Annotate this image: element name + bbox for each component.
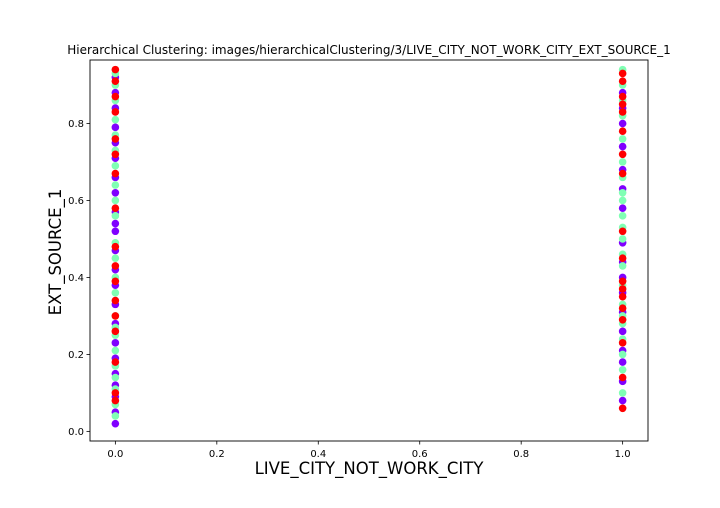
cluster-0-point (618, 142, 627, 151)
cluster-1-point (111, 181, 120, 189)
cluster-1-point (618, 158, 627, 166)
cluster-2-point (111, 135, 120, 143)
cluster-2-point (111, 150, 120, 159)
cluster-2-point (618, 373, 627, 382)
cluster-1-point (111, 196, 120, 205)
cluster-0-point (111, 227, 120, 236)
cluster-1-point (618, 350, 627, 359)
cluster-0-point (618, 119, 627, 128)
cluster-0-point (618, 396, 627, 405)
cluster-2-point (618, 127, 627, 135)
cluster-1-point (618, 389, 627, 397)
cluster-2-point (111, 396, 120, 405)
axes-spines (89, 59, 649, 442)
cluster-1-point (111, 289, 120, 297)
cluster-1-point (111, 412, 120, 420)
cluster-0-point (618, 204, 627, 212)
x-tick-label: 0.6 (412, 449, 428, 460)
y-tick-label: 0.0 (68, 427, 84, 438)
cluster-2-point (618, 315, 627, 324)
y-axis-label: EXT_SOURCE_1 (46, 189, 66, 316)
cluster-0-point (111, 123, 120, 132)
cluster-2-point (111, 65, 120, 74)
cluster-1-point (618, 262, 627, 270)
cluster-2-point (111, 389, 120, 397)
cluster-1-point (111, 346, 120, 355)
cluster-2-point (111, 242, 120, 251)
cluster-1-point (111, 373, 120, 382)
cluster-2-point (618, 92, 627, 101)
cluster-2-point (618, 285, 627, 293)
y-axis-ticks: 0.0 0.2 0.4 0.6 0.8 (68, 119, 90, 438)
x-tick-label: 0.8 (513, 449, 529, 460)
cluster-1-point (618, 235, 627, 243)
cluster-2-point (111, 262, 120, 270)
cluster-2-point (618, 292, 627, 301)
cluster-1-point (111, 115, 120, 124)
y-tick-label: 0.8 (68, 119, 84, 130)
cluster-2-point (618, 277, 627, 286)
cluster-2-point (618, 227, 627, 236)
cluster-0-point (111, 188, 120, 197)
cluster-2-point (618, 100, 627, 109)
plot-area (90, 60, 648, 441)
cluster-2-point (618, 108, 627, 116)
cluster-1-point (111, 162, 120, 170)
cluster-1-point (618, 188, 627, 197)
cluster-0-point (111, 339, 120, 347)
cluster-1-point (618, 212, 627, 220)
cluster-2-point (111, 296, 120, 305)
cluster-0-point (618, 327, 627, 336)
cluster-2-point (618, 150, 627, 159)
x-tick-label: 0.2 (209, 449, 225, 460)
x-tick-label: 0.4 (310, 449, 326, 460)
cluster-2-point (111, 92, 120, 101)
cluster-2-point (618, 69, 627, 78)
cluster-2-point (111, 108, 120, 116)
cluster-2-point (618, 77, 627, 85)
cluster-2-point (111, 358, 120, 366)
cluster-2-point (618, 254, 627, 262)
x-tick-label: 0.0 (107, 449, 123, 460)
x-axis-label: LIVE_CITY_NOT_WORK_CITY (255, 459, 485, 479)
cluster-0-point (618, 358, 627, 366)
cluster-0-point (111, 219, 120, 228)
x-axis-ticks: 0.0 0.2 0.4 0.6 0.8 1.0 (107, 441, 631, 460)
cluster-0-point (111, 419, 120, 428)
y-tick-label: 0.4 (68, 273, 84, 284)
y-tick-label: 0.2 (68, 350, 84, 361)
cluster-2-point (111, 169, 120, 178)
cluster-1-point (618, 135, 627, 143)
cluster-2-point (111, 312, 120, 320)
cluster-2-point (618, 304, 627, 313)
cluster-1-point (618, 366, 627, 374)
cluster-2-point (111, 327, 120, 336)
cluster-2-point (111, 277, 120, 286)
cluster-2-point (111, 77, 120, 85)
cluster-2-point (618, 169, 627, 178)
cluster-2-point (111, 204, 120, 212)
chart-title: Hierarchical Clustering: images/hierarch… (67, 43, 671, 57)
data-points (111, 65, 627, 428)
y-tick-label: 0.6 (68, 196, 84, 207)
cluster-1-point (111, 254, 120, 262)
x-tick-label: 1.0 (615, 449, 631, 460)
cluster-2-point (618, 404, 627, 413)
cluster-2-point (618, 339, 627, 347)
cluster-1-point (618, 196, 627, 205)
cluster-1-point (111, 212, 120, 220)
